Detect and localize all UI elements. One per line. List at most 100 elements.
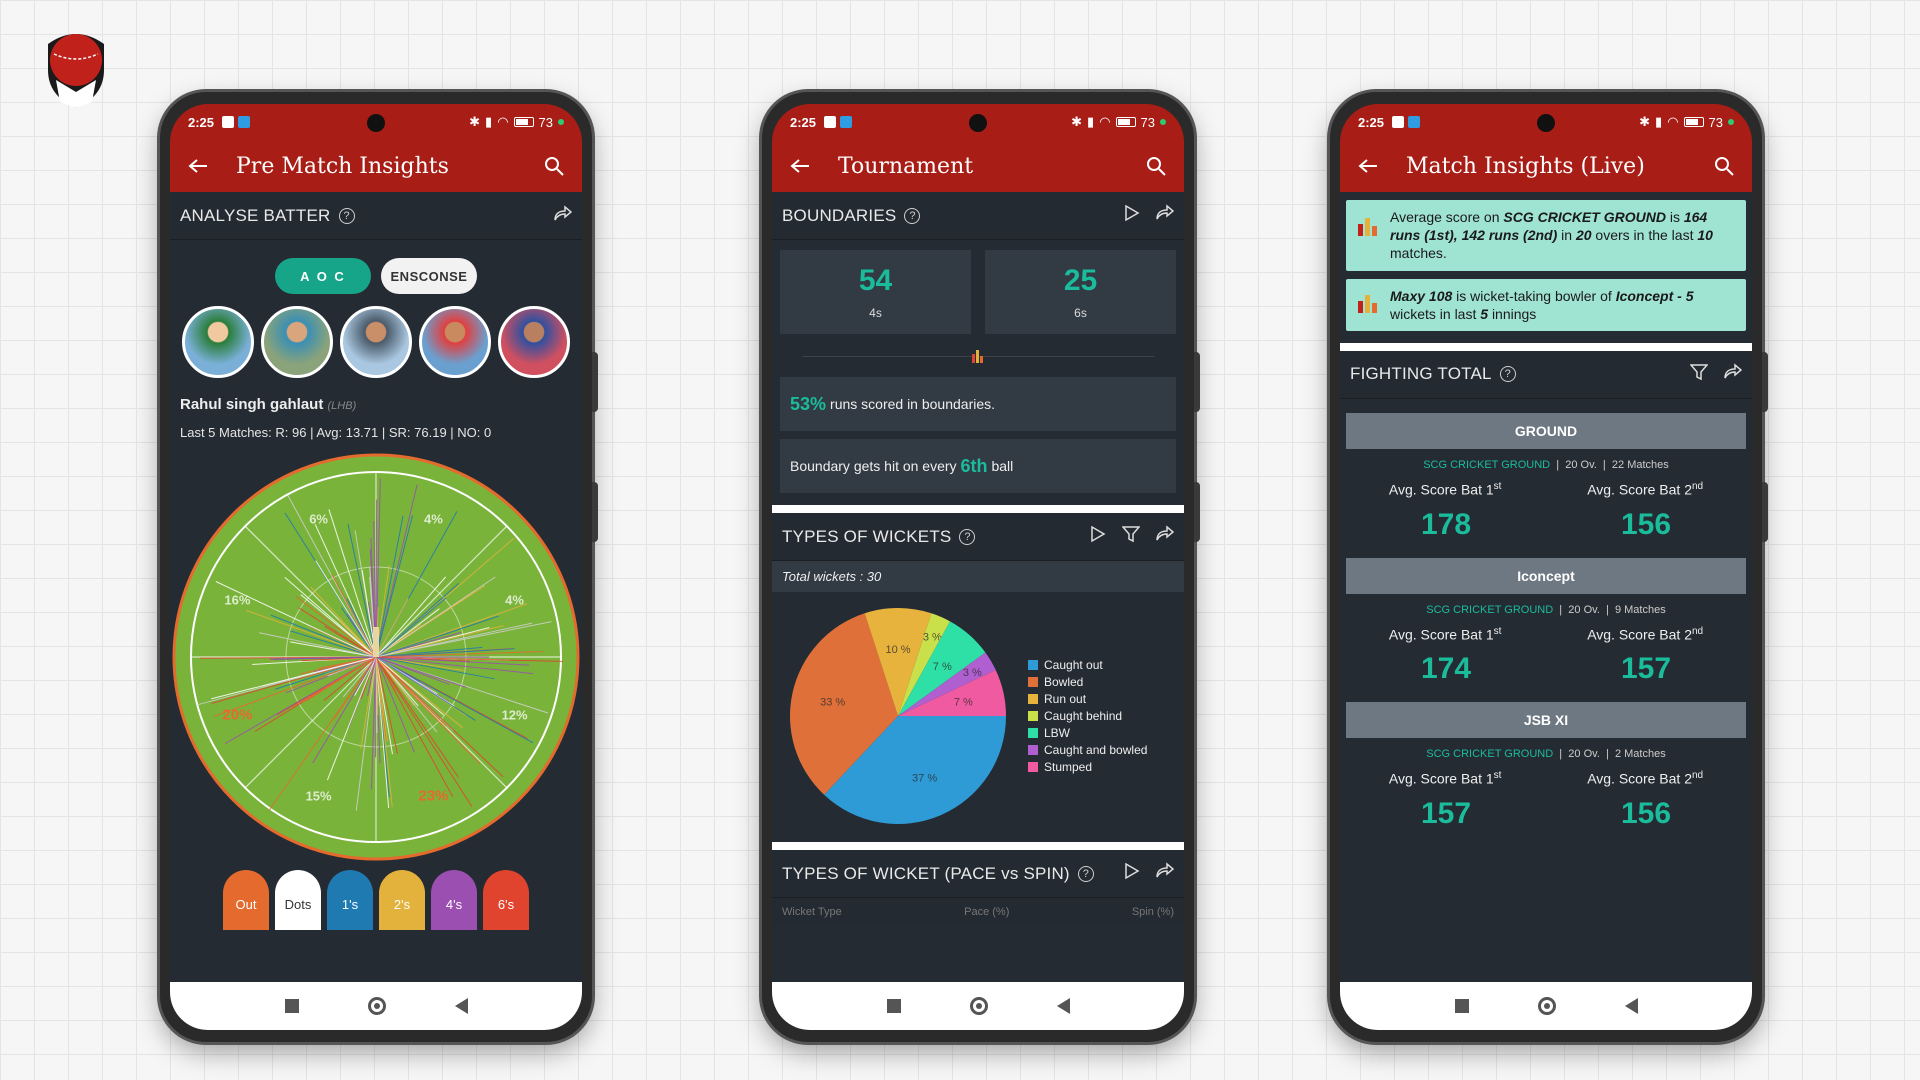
wicket-pie-area: 37 % 33 % 10 % 3 % 7 % 3 % 7 % Caught out Bowle… — [772, 592, 1184, 840]
pill-ones[interactable]: 1's — [327, 870, 373, 930]
status-bar: 2:25 ✱ ▮ ◠ 73 — [772, 104, 1184, 140]
signal-icon: ▮ — [485, 114, 493, 129]
pill-sixes[interactable]: 6's — [483, 870, 529, 930]
pill-fours[interactable]: 4's — [431, 870, 477, 930]
legend-swatch — [1028, 677, 1038, 687]
privacy-dot-icon — [1728, 119, 1734, 125]
home-icon[interactable] — [367, 997, 386, 1015]
back-arrow-icon[interactable] — [786, 152, 814, 180]
search-icon[interactable] — [540, 152, 568, 180]
avatar[interactable] — [261, 306, 333, 378]
filter-icon[interactable] — [1689, 363, 1709, 386]
shot-line — [375, 656, 495, 680]
app-bar: Tournament — [772, 140, 1184, 192]
back-icon[interactable] — [454, 998, 468, 1014]
section-title: TYPES OF WICKET (PACE vs SPIN) — [782, 863, 1070, 883]
recents-icon[interactable] — [1454, 999, 1469, 1013]
recents-icon[interactable] — [886, 999, 901, 1013]
help-icon[interactable]: ? — [959, 528, 976, 545]
android-nav-bar — [1340, 982, 1752, 1030]
avg-values: 157 156 — [1346, 787, 1746, 847]
tab-ensconse[interactable]: ENSCONSE — [381, 258, 477, 294]
avatar[interactable] — [498, 306, 570, 378]
avg-bat1-value: 174 — [1420, 652, 1472, 686]
pie-slice-lbw[interactable] — [898, 621, 986, 716]
search-icon[interactable] — [1142, 152, 1170, 180]
pill-out[interactable]: Out — [223, 870, 269, 930]
ordinal: nd — [1692, 625, 1704, 637]
text: innings — [1491, 305, 1537, 322]
home-icon[interactable] — [969, 997, 988, 1015]
shot-line — [269, 656, 377, 660]
boundary-percent-box: 53% runs scored in boundaries. — [780, 377, 1176, 431]
fighting-total-cards: GROUND SCG CRICKET GROUND | 20 Ov. | 22 … — [1340, 412, 1752, 982]
recents-icon[interactable] — [284, 999, 299, 1013]
avatar[interactable] — [419, 306, 491, 378]
pie-slice-stumped[interactable] — [898, 670, 1006, 716]
search-icon[interactable] — [1710, 152, 1738, 180]
legend-label: Bowled — [1044, 675, 1084, 689]
wagon-wheel-chart: 4% 4% 12% 23% 15% 20% 16% 6% — [172, 453, 580, 861]
avg-bat1-value: 178 — [1420, 507, 1472, 541]
pie-slice-caught-behind[interactable] — [898, 613, 951, 716]
col-wicket-type: Wicket Type — [782, 906, 842, 918]
pill-dots[interactable]: Dots — [275, 870, 321, 930]
pace-spin-header: TYPES OF WICKET (PACE vs SPIN) ? — [772, 850, 1184, 898]
shot-line — [375, 656, 473, 808]
shot-line — [375, 656, 450, 685]
player-avatars — [170, 306, 582, 388]
avg-values: 178 156 — [1346, 498, 1746, 558]
share-icon[interactable] — [1724, 363, 1743, 386]
pie-slice-caught-and-bowled[interactable] — [898, 652, 996, 716]
status-time: 2:25 — [1358, 114, 1385, 130]
card-title: Iconcept — [1346, 557, 1746, 594]
share-icon[interactable] — [554, 205, 573, 226]
zone-divider — [375, 525, 508, 658]
home-icon[interactable] — [1537, 997, 1556, 1015]
pie-slice-bowled[interactable] — [790, 613, 898, 795]
status-time: 2:25 — [790, 114, 817, 130]
avg-bat1-label: Avg. Score Bat 1st — [1389, 481, 1502, 498]
play-icon[interactable] — [1124, 862, 1140, 885]
back-icon[interactable] — [1056, 998, 1070, 1014]
shot-line — [375, 656, 415, 753]
shot-line — [347, 523, 377, 658]
legend-swatch — [1028, 745, 1038, 755]
boundary-percent-text: runs scored in boundaries. — [830, 396, 996, 412]
pie-slice-caught-out[interactable] — [824, 716, 1006, 824]
pill-twos[interactable]: 2's — [379, 870, 425, 930]
help-icon[interactable]: ? — [1499, 366, 1516, 383]
back-arrow-icon[interactable] — [1354, 152, 1382, 180]
text: is — [1669, 209, 1680, 225]
frequency-prefix: Boundary gets hit on every — [790, 458, 957, 474]
help-icon[interactable]: ? — [904, 207, 921, 224]
avatar[interactable] — [340, 306, 412, 378]
player-info: Rahul singh gahlaut (LHB) Last 5 Matches… — [170, 388, 582, 440]
legend-item: LBW — [1028, 726, 1147, 740]
legend-item: Run out — [1028, 692, 1147, 706]
avg-labels: Avg. Score Bat 1st Avg. Score Bat 2nd — [1346, 481, 1746, 498]
insight-card-bowler: Maxy 108 is wicket-taking bowler of Icon… — [1346, 278, 1746, 331]
pie-slice-label: 3 % — [923, 632, 942, 644]
help-icon[interactable]: ? — [1077, 865, 1094, 882]
play-icon[interactable] — [1124, 204, 1140, 227]
back-arrow-icon[interactable] — [184, 152, 212, 180]
page-title: Tournament — [838, 153, 974, 179]
pie-slice-run-out[interactable] — [864, 608, 932, 716]
filter-icon[interactable] — [1121, 525, 1141, 548]
share-icon[interactable] — [1156, 204, 1175, 227]
shot-line — [375, 656, 467, 688]
avg-bat2-label: Avg. Score Bat 2nd — [1587, 770, 1703, 787]
avg-bat1-value: 157 — [1420, 796, 1472, 830]
avatar[interactable] — [182, 306, 254, 378]
share-icon[interactable] — [1156, 525, 1175, 548]
help-icon[interactable]: ? — [338, 207, 355, 224]
tab-aoc[interactable]: A O C — [275, 258, 371, 294]
page-title: Pre Match Insights — [236, 153, 449, 179]
share-icon[interactable] — [1156, 862, 1175, 885]
legend-swatch — [1028, 711, 1038, 721]
card-title: GROUND — [1346, 412, 1746, 449]
play-icon[interactable] — [1090, 525, 1106, 548]
boundary-frequency-box: Boundary gets hit on every 6th ball — [780, 439, 1176, 493]
back-icon[interactable] — [1624, 998, 1638, 1014]
